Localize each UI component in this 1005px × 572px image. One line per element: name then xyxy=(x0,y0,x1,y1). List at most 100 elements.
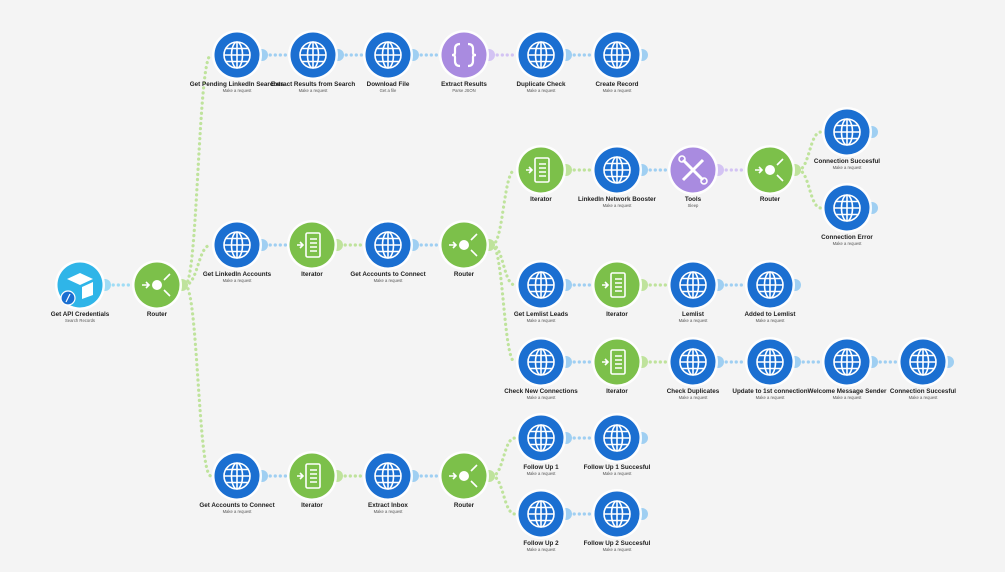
json-icon xyxy=(451,42,477,68)
iterator-icon xyxy=(534,157,550,183)
module-sublabel: Sleep xyxy=(688,203,699,208)
module-sublabel: Make a request xyxy=(527,395,557,400)
iterator-icon xyxy=(610,272,626,298)
globe-icon xyxy=(530,277,552,293)
module-label: Iterator xyxy=(530,196,552,203)
module-sublabel: Make a request xyxy=(679,395,709,400)
router-icon xyxy=(765,165,775,175)
module-sublabel: Make a request xyxy=(223,509,253,514)
module-label: Check Duplicates xyxy=(667,388,720,395)
module-label: Extract Results xyxy=(441,81,487,88)
badge-icon xyxy=(65,293,71,303)
iterator-icon xyxy=(610,349,626,375)
tools-icon xyxy=(678,155,686,163)
module-label: Create Record xyxy=(595,81,638,88)
module-label: Extract Results from Search xyxy=(271,81,355,88)
module-sublabel: Make a request xyxy=(374,278,404,283)
connection xyxy=(490,243,517,364)
module[interactable]: Router xyxy=(745,145,801,203)
connection xyxy=(490,243,517,287)
module-circle xyxy=(289,222,335,268)
iterator-icon xyxy=(305,232,321,258)
module-sublabel: Make a request xyxy=(603,547,633,552)
module-sublabel: Make a request xyxy=(527,88,557,93)
module-sublabel: Make a request xyxy=(527,471,557,476)
module-label: LinkedIn Network Booster xyxy=(578,196,657,203)
globe-icon xyxy=(682,277,704,293)
module[interactable]: Iterator xyxy=(287,451,343,509)
module-sublabel: Make a request xyxy=(527,547,557,552)
module-sublabel: Make a request xyxy=(603,88,633,93)
module-sublabel: Make a request xyxy=(833,165,863,170)
module-label: Check New Connections xyxy=(504,388,578,395)
module-circle xyxy=(441,32,487,78)
module[interactable]: Iterator xyxy=(592,337,648,395)
globe-icon xyxy=(912,354,934,370)
module-label: Get API Credentials xyxy=(51,311,110,318)
module-sublabel: Make a request xyxy=(603,471,633,476)
module[interactable]: Iterator xyxy=(287,220,343,278)
globe-icon xyxy=(836,354,858,370)
module-sublabel: Make a request xyxy=(223,278,253,283)
tools-icon xyxy=(700,177,708,185)
module[interactable]: Iterator xyxy=(516,145,572,203)
connections xyxy=(106,53,899,516)
module-sublabel: Make a request xyxy=(223,88,253,93)
module[interactable]: Router xyxy=(439,451,495,509)
module-sublabel: Make a request xyxy=(299,88,329,93)
globe-icon xyxy=(530,430,552,446)
module-sublabel: Make a request xyxy=(909,395,939,400)
globe-icon xyxy=(226,47,248,63)
module-label: Lemlist xyxy=(682,311,705,318)
router-icon xyxy=(152,280,162,290)
globe-icon xyxy=(226,468,248,484)
module-sublabel: Search Records xyxy=(65,318,95,323)
module-circle xyxy=(289,453,335,499)
module-label: Router xyxy=(147,311,168,318)
module[interactable]: Iterator xyxy=(592,260,648,318)
airtable-icon xyxy=(67,273,93,299)
globe-icon xyxy=(530,506,552,522)
module-label: Get Pending LinkedIn Searches xyxy=(190,81,285,88)
module-sublabel: Make a request xyxy=(374,509,404,514)
globe-icon xyxy=(377,468,399,484)
module-label: Follow Up 2 Succesful xyxy=(584,540,651,547)
module-label: Router xyxy=(454,502,475,509)
connection xyxy=(490,168,517,247)
module[interactable]: Router xyxy=(132,260,188,318)
module-label: Get LinkedIn Accounts xyxy=(203,271,272,278)
module-sublabel: Parse JSON xyxy=(452,88,475,93)
module[interactable]: Router xyxy=(439,220,495,278)
module-label: Router xyxy=(454,271,475,278)
globe-icon xyxy=(836,124,858,140)
module-label: Connection Error xyxy=(821,234,873,241)
module-sublabel: Make a request xyxy=(527,318,557,323)
